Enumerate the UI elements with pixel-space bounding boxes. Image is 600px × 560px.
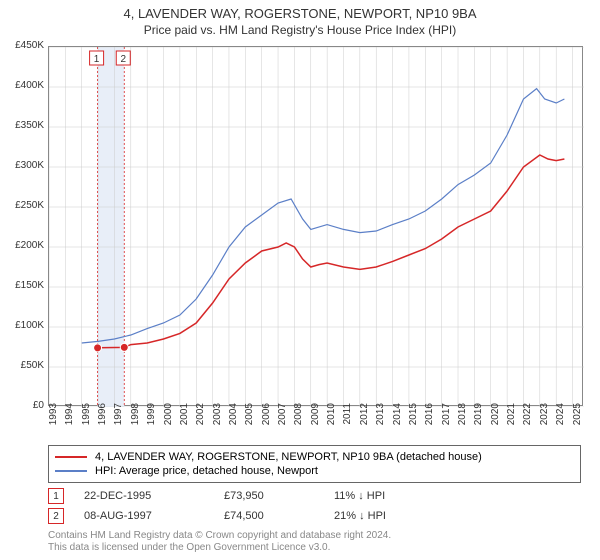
y-axis-label: £200K <box>0 240 44 251</box>
x-axis-label: 2000 <box>163 403 174 443</box>
y-axis-label: £450K <box>0 40 44 51</box>
x-axis-label: 1993 <box>48 403 59 443</box>
annotation-label: 1 <box>94 54 100 65</box>
x-axis-label: 2002 <box>195 403 206 443</box>
plot-svg: 12 <box>49 47 584 407</box>
y-axis-label: £50K <box>0 360 44 371</box>
legend-text: HPI: Average price, detached house, Newp… <box>95 465 318 477</box>
y-axis-label: £0 <box>0 400 44 411</box>
event-date: 08-AUG-1997 <box>84 510 224 522</box>
series-marker <box>94 344 102 352</box>
event-marker: 1 <box>48 488 64 504</box>
x-axis-label: 2007 <box>277 403 288 443</box>
x-axis-label: 2020 <box>490 403 501 443</box>
x-axis-label: 1998 <box>130 403 141 443</box>
x-axis-label: 2012 <box>359 403 370 443</box>
x-axis-label: 2022 <box>522 403 533 443</box>
x-axis-label: 2015 <box>408 403 419 443</box>
x-axis-label: 2013 <box>375 403 386 443</box>
x-axis-label: 2004 <box>228 403 239 443</box>
copyright-line1: Contains HM Land Registry data © Crown c… <box>48 530 391 542</box>
x-axis-label: 2003 <box>212 403 223 443</box>
y-axis-label: £250K <box>0 200 44 211</box>
x-axis-label: 1994 <box>64 403 75 443</box>
x-axis-label: 2001 <box>179 403 190 443</box>
event-delta: 21% ↓ HPI <box>334 510 434 522</box>
legend-item: 4, LAVENDER WAY, ROGERSTONE, NEWPORT, NP… <box>55 450 574 464</box>
x-axis-label: 2025 <box>572 403 583 443</box>
x-axis-label: 1995 <box>81 403 92 443</box>
x-axis-label: 1999 <box>146 403 157 443</box>
x-axis-label: 2014 <box>392 403 403 443</box>
plot-region: 12 <box>48 46 583 406</box>
legend-swatch <box>55 456 87 458</box>
x-axis-label: 2009 <box>310 403 321 443</box>
event-delta: 11% ↓ HPI <box>334 490 434 502</box>
annotation-label: 2 <box>120 54 126 65</box>
event-price: £73,950 <box>224 490 334 502</box>
copyright: Contains HM Land Registry data © Crown c… <box>48 530 391 554</box>
event-marker: 2 <box>48 508 64 524</box>
x-axis-label: 2024 <box>555 403 566 443</box>
x-axis-label: 2023 <box>539 403 550 443</box>
event-date: 22-DEC-1995 <box>84 490 224 502</box>
series-price_paid <box>98 155 565 348</box>
event-row: 1 22-DEC-1995£73,95011% ↓ HPI <box>48 486 434 506</box>
x-axis-label: 2008 <box>293 403 304 443</box>
x-axis-label: 2006 <box>261 403 272 443</box>
legend-item: HPI: Average price, detached house, Newp… <box>55 464 574 478</box>
chart-area: 12 £0£50K£100K£150K£200K£250K£300K£350K£… <box>48 46 583 406</box>
series-marker <box>120 343 128 351</box>
x-axis-label: 2011 <box>342 403 353 443</box>
legend-text: 4, LAVENDER WAY, ROGERSTONE, NEWPORT, NP… <box>95 451 482 463</box>
y-axis-label: £100K <box>0 320 44 331</box>
x-axis-label: 2010 <box>326 403 337 443</box>
y-axis-label: £350K <box>0 120 44 131</box>
chart-title: 4, LAVENDER WAY, ROGERSTONE, NEWPORT, NP… <box>0 0 600 21</box>
x-axis-label: 1996 <box>97 403 108 443</box>
chart-container: 4, LAVENDER WAY, ROGERSTONE, NEWPORT, NP… <box>0 0 600 560</box>
legend: 4, LAVENDER WAY, ROGERSTONE, NEWPORT, NP… <box>48 445 581 483</box>
copyright-line2: This data is licensed under the Open Gov… <box>48 542 391 554</box>
x-axis-label: 1997 <box>113 403 124 443</box>
event-price: £74,500 <box>224 510 334 522</box>
chart-subtitle: Price paid vs. HM Land Registry's House … <box>0 21 600 37</box>
x-axis-label: 2018 <box>457 403 468 443</box>
y-axis-label: £150K <box>0 280 44 291</box>
x-axis-label: 2005 <box>244 403 255 443</box>
event-row: 2 08-AUG-1997£74,50021% ↓ HPI <box>48 506 434 526</box>
x-axis-label: 2017 <box>441 403 452 443</box>
legend-swatch <box>55 470 87 472</box>
y-axis-label: £400K <box>0 80 44 91</box>
x-axis-label: 2019 <box>473 403 484 443</box>
x-axis-label: 2016 <box>424 403 435 443</box>
y-axis-label: £300K <box>0 160 44 171</box>
event-table: 1 22-DEC-1995£73,95011% ↓ HPI 2 08-AUG-1997… <box>48 486 434 526</box>
annotation-band <box>98 47 125 407</box>
x-axis-label: 2021 <box>506 403 517 443</box>
